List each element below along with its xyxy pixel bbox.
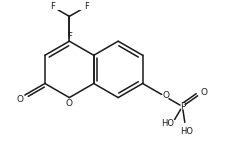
Text: F: F xyxy=(84,2,89,11)
Text: P: P xyxy=(180,102,185,111)
Text: HO: HO xyxy=(180,127,193,136)
Text: HO: HO xyxy=(161,119,174,128)
Text: O: O xyxy=(16,95,23,104)
Text: F: F xyxy=(67,32,72,41)
Text: O: O xyxy=(200,88,207,97)
Text: O: O xyxy=(163,91,170,100)
Text: F: F xyxy=(50,2,55,11)
Text: O: O xyxy=(66,99,73,108)
